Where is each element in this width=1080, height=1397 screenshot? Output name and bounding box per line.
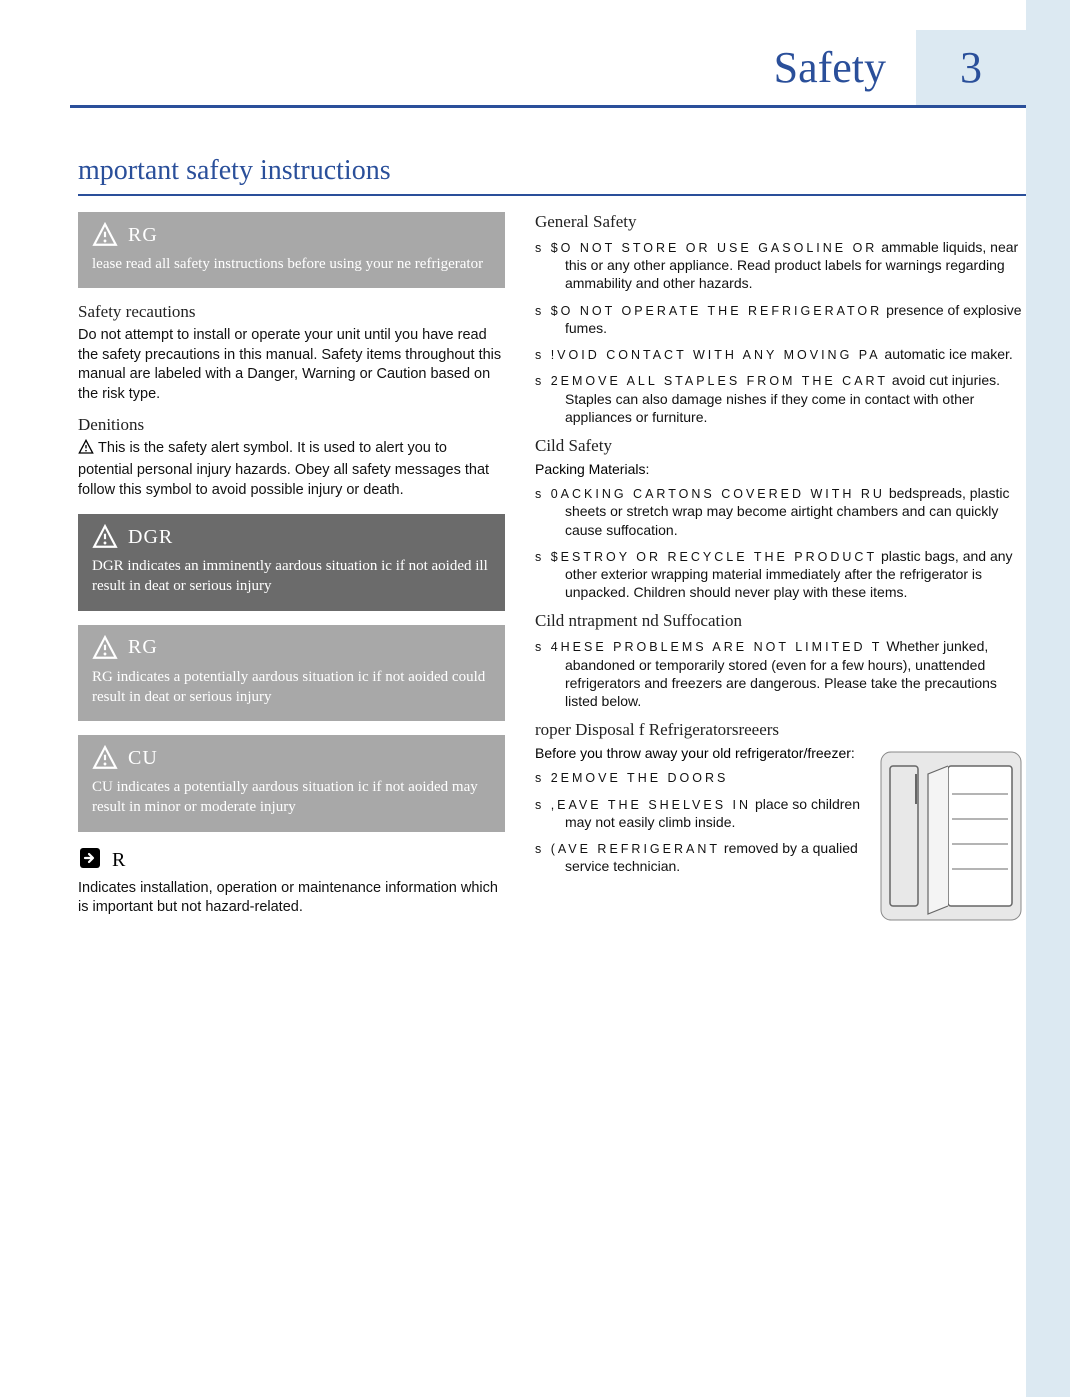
disposal-text: Before you throw away your old refrigera…	[535, 744, 866, 885]
list-item: s 2EMOVE THE DOORS	[535, 768, 866, 786]
content-columns: RG lease read all safety instructions be…	[78, 212, 1026, 924]
fridge-illustration	[876, 744, 1026, 924]
caution-label: CU	[128, 747, 158, 770]
warning-icon	[92, 222, 118, 248]
alert-icon	[78, 443, 98, 459]
general-safety-list: s $O NOT STORE OR USE GASOLINE OR ammabl…	[535, 238, 1026, 426]
child-safety-sub: Packing Materials:	[535, 460, 1026, 478]
warning-label: RG	[128, 636, 158, 659]
caution-icon	[92, 745, 118, 771]
list-item: s 2EMOVE ALL STAPLES FROM THE CART avoid…	[535, 371, 1026, 426]
page-header: Safety 3	[774, 30, 1026, 105]
definitions-head: Denitions	[78, 415, 505, 435]
warning-icon	[92, 635, 118, 661]
list-item: s (AVE REFRIGERANT removed by a qualied …	[535, 839, 866, 875]
danger-icon	[92, 524, 118, 550]
list-item: s $ESTROY OR RECYCLE THE PRODUCT plastic…	[535, 547, 1026, 602]
warning-body: RG indicates a potentially aardous situa…	[92, 667, 491, 708]
definitions-body: This is the safety alert symbol. It is u…	[78, 439, 505, 501]
header-title: Safety	[774, 30, 916, 105]
important-body: Indicates installation, operation or mai…	[78, 879, 505, 918]
entrapment-list: s 4HESE PROBLEMS ARE NOT LIMITED T Wheth…	[535, 637, 1026, 710]
important-block: R Indicates installation, operation or m…	[78, 846, 505, 918]
caution-callout: CU CU indicates a potentially aardous si…	[78, 735, 505, 832]
left-column: RG lease read all safety instructions be…	[78, 212, 505, 924]
list-item: s $O NOT STORE OR USE GASOLINE OR ammabl…	[535, 238, 1026, 293]
warning-label: RG	[128, 224, 158, 247]
caution-body: CU indicates a potentially aardous situa…	[92, 777, 491, 818]
list-item: s 0ACKING CARTONS COVERED WITH RU bedspr…	[535, 484, 1026, 539]
disposal-list: s 2EMOVE THE DOORS s ,EAVE THE SHELVES I…	[535, 768, 866, 875]
warning-body: lease read all safety instructions befor…	[92, 254, 491, 274]
page-number-box: 3	[916, 30, 1026, 105]
disposal-head: roper Disposal f Refrigeratorsreeers	[535, 720, 1026, 740]
disposal-intro: Before you throw away your old refrigera…	[535, 744, 866, 762]
definitions-text: This is the safety alert symbol. It is u…	[78, 440, 489, 498]
precautions-head: Safety recautions	[78, 302, 505, 322]
danger-label: DGR	[128, 526, 173, 549]
side-strip	[1026, 0, 1070, 1397]
general-safety-head: General Safety	[535, 212, 1026, 232]
warning-callout-top: RG lease read all safety instructions be…	[78, 212, 505, 288]
danger-body: DGR indicates an imminently aardous situ…	[92, 556, 491, 597]
warning-callout: RG RG indicates a potentially aardous si…	[78, 625, 505, 722]
precautions-body: Do not attempt to install or operate you…	[78, 326, 505, 404]
child-safety-head: Cild Safety	[535, 436, 1026, 456]
list-item: s !VOID CONTACT WITH ANY MOVING PA autom…	[535, 345, 1026, 363]
child-safety-list: s 0ACKING CARTONS COVERED WITH RU bedspr…	[535, 484, 1026, 601]
entrapment-head: Cild ntrapment nd Suffocation	[535, 611, 1026, 631]
right-column: General Safety s $O NOT STORE OR USE GAS…	[535, 212, 1026, 924]
danger-callout: DGR DGR indicates an imminently aardous …	[78, 514, 505, 611]
header-rule	[70, 105, 1026, 108]
list-item: s ,EAVE THE SHELVES IN place so children…	[535, 795, 866, 831]
list-item: s 4HESE PROBLEMS ARE NOT LIMITED T Wheth…	[535, 637, 1026, 710]
arrow-icon	[78, 846, 102, 875]
section-title: mportant safety instructions	[78, 155, 391, 187]
important-label: R	[112, 849, 126, 872]
section-rule	[78, 194, 1026, 196]
page-number: 3	[960, 42, 982, 93]
list-item: s $O NOT OPERATE THE REFRIGERATOR presen…	[535, 301, 1026, 337]
